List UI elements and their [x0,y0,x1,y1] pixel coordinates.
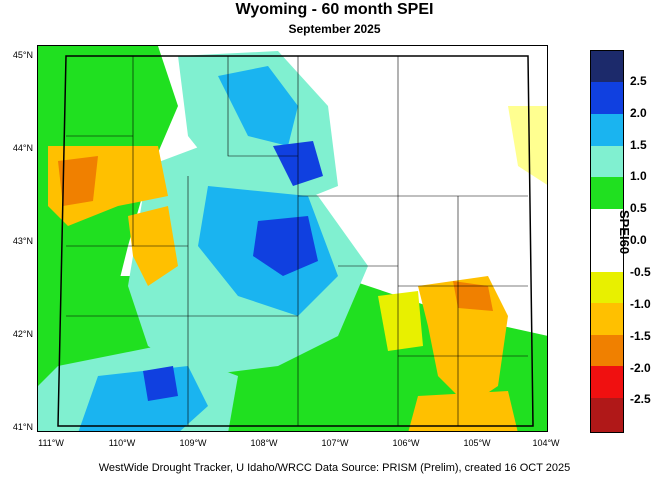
state-border [57,55,534,427]
legend-label-neg-2-5: -2.5 [630,392,651,406]
legend-swatch-7 [591,240,623,272]
map-canvas [38,46,547,431]
legend-label-2-5: 2.5 [630,74,647,88]
legend-swatch-8 [591,272,623,303]
legend-label-neg-2-0: -2.0 [630,361,651,375]
map-region-dry-ne [508,106,547,185]
legend-label-neg-1-5: -1.5 [630,329,651,343]
legend-swatch-3 [591,114,623,146]
legend-swatch-6 [591,209,623,240]
legend-title: SPEI60 [617,210,632,255]
lat-label-43: 43°N [12,236,33,246]
spei-map [37,45,548,432]
map-region-dark-blue-2 [253,216,318,276]
lon-label-111: 111°W [38,438,64,448]
lon-label-106: 106°W [392,438,420,448]
map-region-dry-nw-core [58,156,98,206]
legend-swatch-5 [591,177,623,209]
lon-label-107: 107°W [321,438,349,448]
map-footer: WestWide Drought Tracker, U Idaho/WRCC D… [98,462,571,474]
legend-label-neg-1-0: -1.0 [630,297,651,311]
map-subtitle: September 2025 [288,22,381,36]
lon-label-104: 104°W [532,438,560,448]
lon-label-108: 108°W [250,438,278,448]
legend-label-0-0: 0.0 [630,233,647,247]
legend-label-neg-0-5: -0.5 [630,265,651,279]
lat-label-45: 45°N [12,50,33,60]
legend-swatch-12 [591,398,623,432]
legend-label-1-5: 1.5 [630,138,647,152]
legend-label-1-0: 1.0 [630,169,647,183]
lon-label-110: 110°W [108,438,136,448]
map-region-dry-se-core [453,281,493,311]
lat-label-41: 41°N [12,422,33,432]
map-title: Wyoming - 60 month SPEI [235,1,434,18]
lon-label-109: 109°W [179,438,207,448]
lat-label-42: 42°N [12,329,33,339]
legend-swatch-4 [591,146,623,177]
lat-label-44: 44°N [12,143,33,153]
legend-swatch-1 [591,51,623,82]
legend-swatch-11 [591,366,623,398]
lon-label-105: 105°W [463,438,491,448]
legend-label-2-0: 2.0 [630,106,647,120]
county-lines [66,56,528,426]
legend-colorbar [590,50,624,433]
map-region-yellow-se [378,291,423,351]
legend-swatch-9 [591,303,623,335]
map-region-dark-blue-3 [143,366,178,401]
legend-swatch-10 [591,335,623,366]
map-region-east-white [378,46,547,316]
legend-swatch-2 [591,82,623,114]
map-region-dry-south [408,391,518,431]
map-region-blue-north [218,66,298,146]
map-region-west-green [38,46,178,431]
legend-label-0-5: 0.5 [630,201,647,215]
